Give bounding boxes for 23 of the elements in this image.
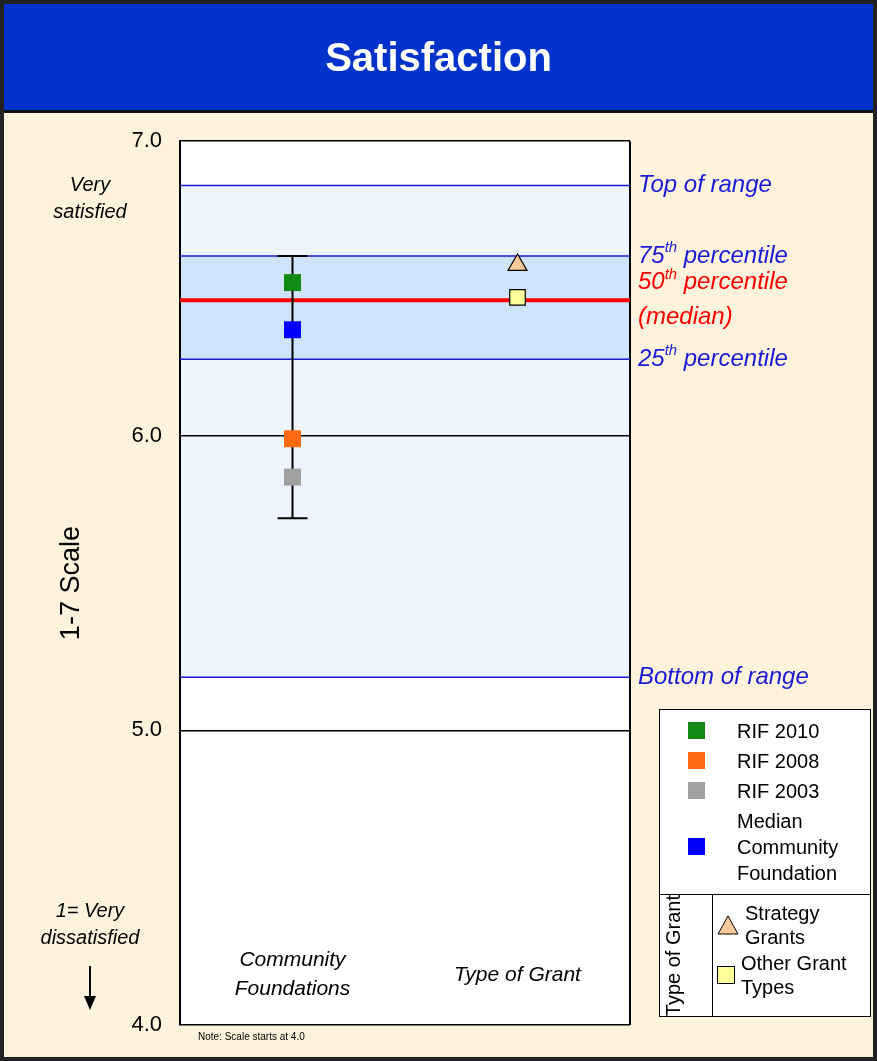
point [284,274,301,292]
point [284,430,301,448]
point [284,321,301,339]
y-tick-label: 4.0 [131,1011,162,1037]
legend-label: Other Grant Types [741,950,848,999]
legend-label: Median Community Foundation [737,808,840,886]
legend-label: RIF 2008 [737,748,821,774]
legend-label: RIF 2010 [737,718,821,744]
ref-line-label: Top of range [638,170,772,198]
y-tick-label: 6.0 [131,421,162,447]
legend-label: Strategy Grants [745,900,821,949]
ref-line-label: Bottom of range [638,662,809,690]
y-axis-title: 1-7 Scale [54,526,85,641]
point [284,468,301,486]
y-tick-label: 5.0 [131,716,162,742]
y-tick-label: 7.0 [131,127,162,153]
legend-label: RIF 2003 [737,778,821,804]
point [509,288,526,306]
text: 1= Very dissatisfied [40,899,141,949]
text: Note: Scale starts at 4.0 [198,1030,306,1042]
chart-title: Satisfaction [4,4,873,113]
text: Very satisfied [53,173,128,223]
x-tick-label: Community Foundations [234,947,351,1000]
